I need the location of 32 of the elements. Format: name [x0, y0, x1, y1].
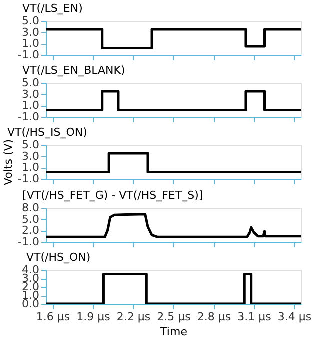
- chart-title: VT(/LS_EN): [22, 2, 83, 15]
- y-tick-label: 5.0: [22, 138, 40, 152]
- y-tick-label: -1.0: [18, 172, 40, 186]
- line-series: [46, 213, 301, 238]
- y-tick-label: -1.0: [18, 48, 40, 62]
- y-tick-label: 1.0: [22, 99, 40, 112]
- y-tick-label: 2.0: [22, 224, 40, 238]
- x-tick-label: 2.8 μs: [197, 310, 232, 324]
- y-tick-label: 5.0: [22, 14, 40, 28]
- x-tick-label: 3.1 μs: [238, 310, 272, 324]
- y-tick-label: 3.0: [22, 150, 40, 163]
- y-tick-label: -1.0: [18, 236, 40, 248]
- chart-title: VT(/LS_EN_BLANK): [22, 64, 126, 77]
- chart-title: [VT(/HS_FET_G) - VT(/HS_FET_S)]: [22, 189, 204, 202]
- y-tick-label: 0.0: [22, 298, 40, 310]
- y-axis-title: Volts (V): [2, 139, 16, 186]
- y-tick-label: 3.0: [22, 26, 40, 39]
- x-tick-label: 1.9 μs: [76, 310, 111, 324]
- x-tick-label: 1.6 μs: [36, 310, 70, 324]
- chart-title: VT(/HS_IS_ON): [8, 126, 88, 139]
- y-tick-label: 8.0: [22, 202, 40, 214]
- x-tick-label: 2.2 μs: [116, 310, 151, 324]
- y-tick-label: 5.0: [22, 212, 40, 226]
- x-tick-label: 3.4 μs: [278, 310, 312, 324]
- y-tick-label: 5.0: [22, 76, 40, 90]
- y-tick-label: 3.0: [22, 88, 40, 101]
- y-tick-label: 1.0: [22, 161, 40, 174]
- x-tick-label: 2.5 μs: [157, 310, 192, 324]
- x-axis-title: Time: [160, 326, 188, 338]
- y-tick-label: -1.0: [18, 110, 40, 124]
- chart-title: VT(/HS_ON): [26, 251, 91, 264]
- y-tick-label: 1.0: [22, 37, 40, 50]
